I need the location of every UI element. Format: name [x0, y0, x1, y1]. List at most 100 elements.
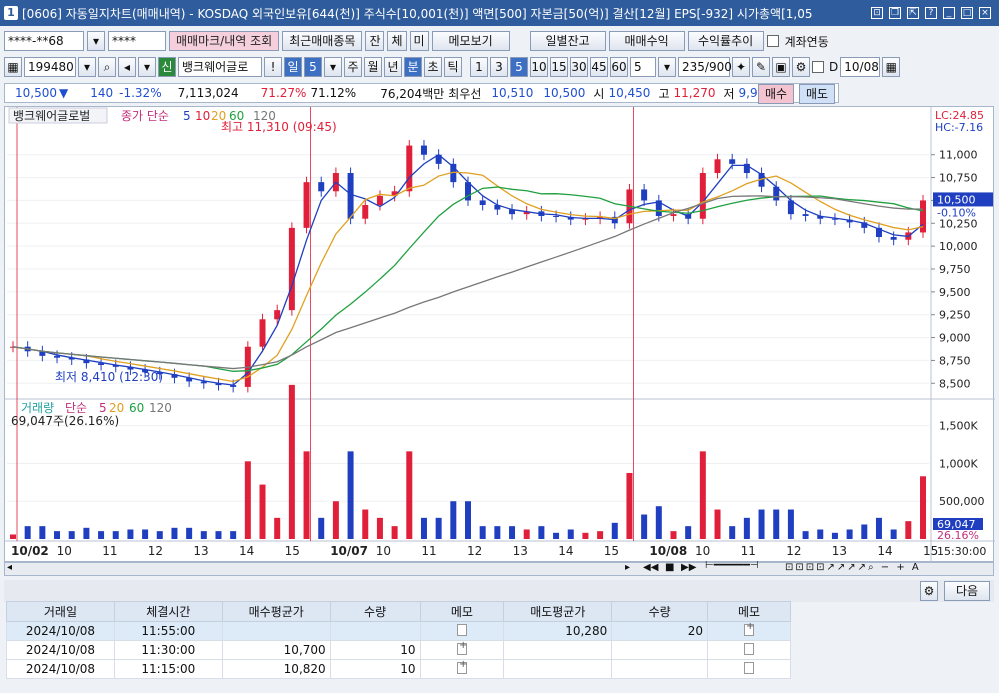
scroll-right-icon[interactable]: ▸ [625, 562, 631, 573]
memo-icon[interactable] [456, 623, 467, 636]
unfilled-button[interactable]: 미 [409, 31, 429, 51]
col-buy-avg[interactable]: 매수평균가 [221, 601, 331, 622]
period-week-button[interactable]: 주 [344, 57, 362, 77]
pin-icon[interactable]: ⇱ [907, 7, 919, 19]
lc-label: LC:24.85 [935, 109, 984, 122]
cell-buy-memo[interactable] [419, 659, 505, 679]
buy-button[interactable]: 매수 [758, 84, 794, 104]
volume-bar [200, 531, 207, 539]
period-minute-button[interactable]: 분 [404, 57, 422, 77]
minute-1-button[interactable]: 1 [470, 57, 488, 77]
trade-mark-query-button[interactable]: 매매마크/내역 조회 [169, 31, 280, 51]
rewind-icon[interactable]: ◀◀ [643, 562, 659, 573]
memo-icon[interactable] [744, 642, 755, 655]
scroll-left-icon[interactable]: ◂ [7, 562, 13, 573]
close-icon[interactable]: × [979, 7, 991, 19]
col-exec-time[interactable]: 체결시간 [113, 601, 223, 622]
col-trade-date[interactable]: 거래일 [6, 601, 115, 622]
cell-sell-avg: 10,280 [503, 621, 613, 641]
trade-profit-button[interactable]: 매매수익 [608, 31, 685, 51]
minute-30-button[interactable]: 30 [570, 57, 588, 77]
chart-tools-icon[interactable]: ⊡⊡⊡⊡↗↗↗↗⌕ − + A [785, 562, 921, 573]
col-sell-qty[interactable]: 수량 [611, 601, 709, 622]
next-button[interactable]: 다음 [944, 581, 990, 601]
memo-icon[interactable] [744, 661, 755, 674]
maximize-icon[interactable]: □ [961, 7, 973, 19]
stock-code-input[interactable]: 199480 [24, 57, 76, 77]
tools-icon[interactable]: ✦ [732, 57, 750, 77]
candle-body [98, 363, 105, 365]
minute-custom-input[interactable]: 5 [630, 57, 656, 77]
memo-add-icon[interactable] [744, 621, 754, 636]
gear-icon[interactable]: ⚙ [792, 57, 810, 77]
filled-button[interactable]: 체 [387, 31, 407, 51]
cell-sell-memo[interactable] [707, 640, 791, 660]
account-link-checkbox[interactable] [766, 35, 779, 47]
minute-60-button[interactable]: 60 [610, 57, 628, 77]
restore-icon[interactable]: ❐ [889, 7, 901, 19]
memo-view-button[interactable]: 메모보기 [431, 31, 510, 51]
draw-icon[interactable]: ✎ [752, 57, 770, 77]
price-volume-chart[interactable]: 11,000 10,750 10,500 10,250 10,000 9,750 9,500… [5, 107, 995, 563]
col-buy-qty[interactable]: 수량 [329, 601, 421, 622]
stop-icon[interactable]: ■ [665, 562, 675, 573]
period-tick-button[interactable]: 틱 [444, 57, 462, 77]
period-second-button[interactable]: 초 [424, 57, 442, 77]
memo-add-icon[interactable] [456, 640, 467, 655]
minimize-icon[interactable]: _ [943, 7, 955, 19]
volume-bar [509, 526, 516, 539]
forward-icon[interactable]: ▶▶ [681, 562, 697, 573]
price-tick-label: 11,000 [939, 149, 978, 162]
table-row[interactable]: 2024/10/08 11:15:00 10,820 10 [6, 659, 791, 679]
daily-balance-button[interactable]: 일별잔고 [529, 31, 606, 51]
link-icon[interactable]: ⊡ [871, 7, 883, 19]
minute-5-button[interactable]: 5 [510, 57, 528, 77]
col-sell-memo[interactable]: 메모 [707, 601, 791, 622]
code-dropdown-icon[interactable]: ▾ [78, 57, 96, 77]
balance-button[interactable]: 잔 [365, 31, 385, 51]
save-icon[interactable]: ▣ [772, 57, 790, 77]
data-count-field[interactable]: 235/900 [678, 57, 732, 77]
period-month-button[interactable]: 월 [364, 57, 382, 77]
date-input[interactable]: 10/08 [840, 57, 881, 77]
period-count-field[interactable]: 5 [304, 57, 322, 77]
col-sell-avg[interactable]: 매도평균가 [503, 601, 613, 622]
chart-scrollbar[interactable]: ◂ ▸ ◀◀ ■ ▶▶ ⊢━━━━━━⊣ ⊡⊡⊡⊡↗↗↗↗⌕ − + A [4, 560, 994, 576]
period-year-button[interactable]: 년 [384, 57, 402, 77]
period-day-button[interactable]: 일 [284, 57, 302, 77]
help-icon[interactable]: ? [925, 7, 937, 19]
cell-buy-memo[interactable] [419, 640, 505, 660]
period-dropdown-icon[interactable]: ▾ [324, 57, 342, 77]
date-checkbox[interactable] [812, 61, 824, 73]
cell-buy-memo[interactable] [419, 621, 505, 641]
return-trend-button[interactable]: 수익률추이 [687, 31, 764, 51]
minute-10-button[interactable]: 10 [530, 57, 548, 77]
price-chart-panel[interactable]: 11,000 10,750 10,500 10,250 10,000 9,750 9,500… [4, 106, 995, 563]
account-input[interactable]: ****-**68 [4, 31, 84, 51]
memo-add-icon[interactable] [456, 659, 467, 674]
search-icon[interactable]: ⌕ [98, 57, 116, 77]
minute-45-button[interactable]: 45 [590, 57, 608, 77]
minute-dropdown-icon[interactable]: ▾ [658, 57, 676, 77]
minute-3-button[interactable]: 3 [490, 57, 508, 77]
minute-15-button[interactable]: 15 [550, 57, 568, 77]
speaker-dropdown-icon[interactable]: ▾ [138, 57, 156, 77]
speaker-icon[interactable]: ◂ [118, 57, 136, 77]
calendar-icon[interactable]: ▦ [882, 57, 901, 77]
warning-icon[interactable]: ! [264, 57, 282, 77]
recent-trade-items-button[interactable]: 최근매매종목 [282, 31, 363, 51]
account-dropdown-icon[interactable]: ▾ [87, 31, 105, 51]
table-row[interactable]: 2024/10/08 11:30:00 10,700 10 [6, 640, 791, 660]
candle-body [142, 369, 149, 373]
settings-gear-icon[interactable]: ⚙ [920, 581, 938, 601]
col-buy-memo[interactable]: 메모 [419, 601, 505, 622]
volume-bar [24, 526, 31, 539]
cell-sell-memo[interactable] [707, 621, 791, 641]
cell-sell-memo[interactable] [707, 659, 791, 679]
password-input[interactable]: **** [108, 31, 166, 51]
sell-button[interactable]: 매도 [799, 84, 835, 104]
chart-menu-icon[interactable]: ▦ [4, 57, 22, 77]
table-row[interactable]: 2024/10/08 11:55:00 10,280 20 [6, 621, 791, 641]
zoom-slider[interactable]: ⊢━━━━━━⊣ [705, 560, 759, 571]
volume-bar [817, 529, 824, 539]
